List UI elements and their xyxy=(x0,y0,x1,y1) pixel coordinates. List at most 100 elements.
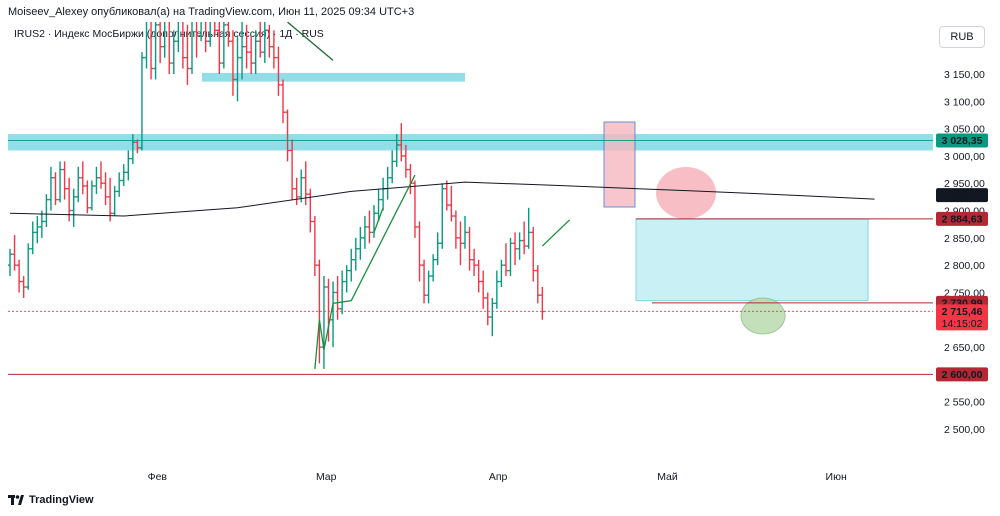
ohlc-bar xyxy=(535,265,540,304)
ohlc-bar xyxy=(121,164,126,186)
countdown-text: 14:15:02 xyxy=(942,318,983,330)
ohlc-bar xyxy=(44,194,49,227)
ohlc-bar xyxy=(226,22,231,47)
ohlc-bar xyxy=(285,109,290,162)
ohlc-bar xyxy=(362,216,368,249)
ohlc-bar xyxy=(280,79,286,124)
ohlc-bar xyxy=(185,24,190,85)
ohlc-bar xyxy=(358,226,363,260)
ohlc-bar xyxy=(508,237,513,277)
ohlc-bar xyxy=(408,164,413,195)
price-labels: 3 028,352 928,172 884,632 730,992 715,46… xyxy=(936,133,988,382)
ohlc-bar xyxy=(214,22,217,36)
ohlc-bar xyxy=(353,237,358,271)
ohlc-bar xyxy=(344,265,349,293)
zone-band-1 xyxy=(202,72,465,82)
ohlc-bar xyxy=(385,166,390,200)
price-label-5: 2 600,00 xyxy=(936,367,988,382)
ohlc-bar xyxy=(499,259,504,287)
ohlc-bar xyxy=(458,221,463,266)
x-tick-label: Мар xyxy=(316,471,337,483)
x-tick-label: Фев xyxy=(148,471,168,483)
ohlc-bar xyxy=(531,226,536,282)
ohlc-bar xyxy=(394,134,399,167)
ohlc-bar xyxy=(335,276,340,320)
ohlc-bar xyxy=(71,188,76,227)
ohlc-bar xyxy=(308,188,313,233)
y-tick-label: 2 650,00 xyxy=(944,342,985,354)
ohlc-bar xyxy=(417,221,422,282)
ohlc-bar xyxy=(440,183,445,249)
ohlc-bar xyxy=(135,139,140,154)
ohlc-bar xyxy=(276,46,281,96)
ohlc-bar xyxy=(239,22,245,80)
price-label-text: 2 884,63 xyxy=(942,213,983,225)
candles-layer xyxy=(8,22,545,369)
ohlc-bar xyxy=(321,276,327,369)
ohlc-bar xyxy=(540,287,545,320)
resistance-ellipse xyxy=(656,167,716,219)
uptrend-line xyxy=(314,174,416,369)
ohlc-bar xyxy=(35,216,40,244)
price-label-0: 3 028,35 xyxy=(936,133,988,148)
ohlc-bar xyxy=(112,185,117,216)
y-tick-label: 2 550,00 xyxy=(944,397,985,409)
ohlc-bar xyxy=(312,216,318,277)
ohlc-bar xyxy=(376,188,381,222)
ohlc-bar xyxy=(403,145,409,178)
ohlc-bar xyxy=(85,180,90,214)
ohlc-bar xyxy=(157,22,163,64)
x-tick-label: Апр xyxy=(489,471,508,483)
ohlc-bar xyxy=(471,248,477,277)
ohlc-bar xyxy=(217,22,222,74)
ohlc-bar xyxy=(103,172,108,206)
ohlc-bar xyxy=(107,177,113,222)
lines-layer xyxy=(8,140,933,375)
down-trend-line xyxy=(287,22,334,61)
ohlc-bar xyxy=(485,292,490,326)
ohlc-bar xyxy=(481,270,486,309)
ohlc-bar xyxy=(117,172,122,197)
ohlc-bar xyxy=(80,161,85,195)
ohlc-bar xyxy=(150,22,154,80)
ohlc-bar xyxy=(330,281,336,348)
ohlc-bar xyxy=(390,150,395,184)
annotations-layer xyxy=(287,22,571,369)
y-tick-label: 3 100,00 xyxy=(944,96,985,108)
price-label-text: 2 928,17 xyxy=(942,190,983,202)
ohlc-bar xyxy=(426,270,431,304)
ohlc-bar xyxy=(39,210,45,238)
ohlc-bar xyxy=(435,232,440,266)
ohlc-bar xyxy=(8,248,13,277)
ohlc-bar xyxy=(453,210,459,249)
price-label-text: 2 715,46 xyxy=(942,306,983,318)
ohlc-bar xyxy=(16,259,22,293)
peak-box xyxy=(603,121,636,208)
ohlc-bar xyxy=(195,22,199,58)
tradingview-logo-icon xyxy=(8,495,24,505)
ohlc-bar xyxy=(444,180,449,211)
currency-button[interactable]: RUB xyxy=(939,26,985,48)
ohlc-bar xyxy=(182,22,186,69)
tradingview-logo[interactable]: TradingView xyxy=(8,494,94,506)
ohlc-bar xyxy=(30,221,35,255)
support-ellipse xyxy=(740,297,786,335)
ohlc-bar xyxy=(26,243,31,290)
ohlc-bar xyxy=(204,22,208,53)
ohlc-bar xyxy=(89,180,95,211)
ohlc-bar xyxy=(21,276,26,298)
ohlc-bar xyxy=(512,232,518,266)
ohlc-bar xyxy=(267,24,272,58)
logo-text: TradingView xyxy=(29,494,94,506)
ohlc-bar xyxy=(253,30,258,74)
ohlc-bar xyxy=(248,35,254,74)
ohlc-bar xyxy=(430,254,436,282)
published-line: Moiseev_Alexey опубликовал(а) на Trading… xyxy=(8,6,415,18)
ohlc-bar xyxy=(271,30,277,69)
ohlc-bar xyxy=(494,270,500,309)
ohlc-bar xyxy=(176,22,180,53)
ohlc-bar xyxy=(289,139,295,200)
ohlc-bar xyxy=(349,248,354,282)
